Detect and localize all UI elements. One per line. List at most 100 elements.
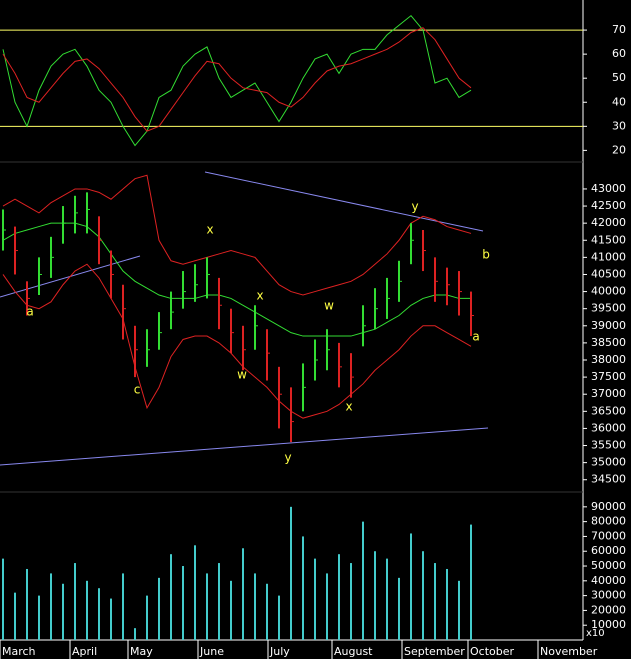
x-tick-label: April [72, 645, 97, 658]
volume-bar [50, 573, 52, 640]
volume-bar [266, 583, 268, 640]
volume-bar [434, 563, 436, 640]
y-tick-label: 20 [612, 143, 626, 156]
volume-bar [362, 521, 364, 640]
x-tick-label: October [470, 645, 514, 658]
y-tick-label: 41500 [591, 233, 626, 246]
y-tick-label: 38500 [591, 336, 626, 349]
wave-label: a [472, 330, 479, 344]
volume-bar [134, 628, 136, 640]
volume-bar [230, 580, 232, 640]
y-tick-label: 50 [612, 71, 626, 84]
series-line [2, 174, 472, 296]
series-line [2, 27, 472, 132]
y-tick-label: 60000 [591, 544, 626, 557]
volume-bar [350, 563, 352, 640]
trend-line [204, 171, 484, 232]
y-tick-label: 40000 [591, 574, 626, 587]
volume-bar [194, 545, 196, 640]
volume-bar [254, 573, 256, 640]
volume-bar [290, 506, 292, 640]
wave-label: x [345, 400, 352, 414]
y-tick-label: 37000 [591, 387, 626, 400]
y-tick-label: 43000 [591, 182, 626, 195]
y-tick-label: 38000 [591, 353, 626, 366]
volume-bar [386, 558, 388, 640]
wave-label: w [324, 299, 334, 313]
volume-bar [206, 573, 208, 640]
volume-bar [14, 592, 16, 640]
y-tick-label: 50000 [591, 559, 626, 572]
y-tick-label: 20000 [591, 603, 626, 616]
volume-bar [182, 566, 184, 640]
series-line [2, 14, 472, 147]
volume-bar [38, 595, 40, 640]
wave-label: y [284, 451, 291, 465]
trend-line [0, 427, 489, 466]
y-tick-label: 70000 [591, 529, 626, 542]
wave-label: x [256, 289, 263, 303]
wave-label: x [206, 223, 213, 237]
volume-bar [146, 595, 148, 640]
y-tick-label: 42500 [591, 199, 626, 212]
x-tick-label: May [130, 645, 153, 658]
y-tick-label: 40500 [591, 267, 626, 280]
x-tick-label: November [540, 645, 598, 658]
volume-bar [98, 588, 100, 640]
y-tick-label: 37500 [591, 370, 626, 383]
volume-bar [2, 558, 4, 640]
x-tick-label: June [199, 645, 224, 658]
y-tick-label: 40000 [591, 285, 626, 298]
y-tick-label: 36500 [591, 404, 626, 417]
wave-label: y [411, 200, 418, 214]
volume-bar [398, 577, 400, 640]
y-tick-label: 40 [612, 95, 626, 108]
series-line [2, 222, 471, 337]
y-tick-label: 35500 [591, 439, 626, 452]
series-line [2, 263, 472, 419]
volume-bar [470, 524, 472, 640]
volume-bar [242, 548, 244, 640]
volume-bar [446, 568, 448, 640]
x-tick-label: September [404, 645, 465, 658]
y-tick-label: 36000 [591, 421, 626, 434]
volume-bar [326, 573, 328, 640]
volume-bar [110, 598, 112, 640]
y-tick-label: 10000 [591, 618, 626, 631]
x-tick-label: August [334, 645, 373, 658]
volume-bar [62, 583, 64, 640]
volume-bar [122, 573, 124, 640]
wave-label: a [26, 305, 33, 319]
y-tick-label: 34500 [591, 473, 626, 486]
y-tick-label: 90000 [591, 500, 626, 513]
y-tick-label: 60 [612, 47, 626, 60]
wave-label: b [482, 248, 490, 262]
volume-bar [158, 577, 160, 640]
y-tick-label: 80000 [591, 515, 626, 528]
unit-label: x10 [586, 628, 605, 639]
x-tick-label: July [269, 645, 290, 658]
y-tick-label: 39500 [591, 302, 626, 315]
volume-bar [314, 558, 316, 640]
volume-bar [218, 563, 220, 640]
x-tick-label: March [2, 645, 36, 658]
y-tick-label: 39000 [591, 319, 626, 332]
y-tick-label: 42000 [591, 216, 626, 229]
y-tick-label: 30000 [591, 589, 626, 602]
volume-bar [458, 580, 460, 640]
y-tick-label: 41000 [591, 250, 626, 263]
volume-bar [422, 551, 424, 640]
wave-label: w [237, 368, 247, 382]
volume-bar [410, 533, 412, 640]
volume-bar [74, 563, 76, 640]
volume-bar [170, 554, 172, 640]
volume-bar [338, 554, 340, 640]
y-tick-label: 35000 [591, 456, 626, 469]
volume-bar [302, 536, 304, 640]
volume-bar [86, 580, 88, 640]
y-tick-label: 30 [612, 119, 626, 132]
y-tick-label: 70 [612, 23, 626, 36]
volume-bar [26, 568, 28, 640]
volume-bar [374, 551, 376, 640]
